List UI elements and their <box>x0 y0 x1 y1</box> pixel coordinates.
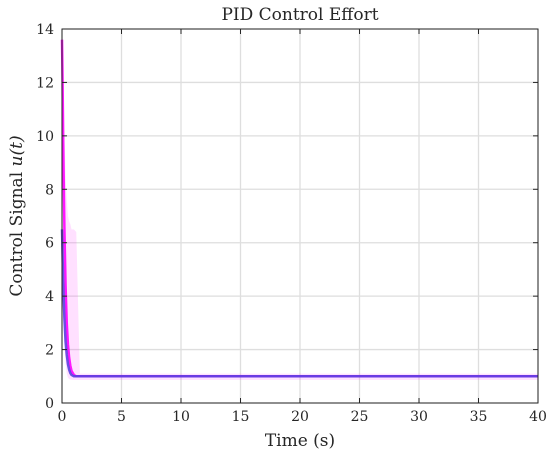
y-axis-label: Control Signal u(t) <box>7 135 27 296</box>
y-tick-label: 4 <box>45 289 54 305</box>
x-tick-label: 5 <box>117 409 126 425</box>
y-tick-label: 8 <box>45 182 54 198</box>
y-tick-label: 10 <box>36 129 54 145</box>
y-tick-label: 2 <box>45 343 54 359</box>
grid <box>61 28 539 404</box>
x-tick-label: 20 <box>291 409 309 425</box>
y-tick-label: 0 <box>45 396 54 412</box>
ticks: 0 5 10 15 20 25 30 35 40 0 2 4 6 8 10 12 14 <box>36 22 547 425</box>
x-axis-label: Time (s) <box>265 431 335 451</box>
x-tick-label: 40 <box>529 409 547 425</box>
x-tick-label: 25 <box>351 409 369 425</box>
y-axis-label-math: u(t) <box>7 135 27 166</box>
y-tick-label: 12 <box>36 75 54 91</box>
y-tick-label: 6 <box>45 236 54 252</box>
y-tick-label: 14 <box>36 22 54 38</box>
y-axis-label-text: Control Signal <box>7 166 27 296</box>
x-tick-label: 15 <box>232 409 250 425</box>
series-2-line <box>60 229 538 378</box>
x-tick-label: 0 <box>58 409 67 425</box>
x-tick-label: 30 <box>410 409 428 425</box>
x-tick-label: 35 <box>470 409 488 425</box>
series-lines <box>60 39 538 378</box>
x-tick-label: 10 <box>172 409 190 425</box>
chart-title: PID Control Effort <box>221 5 378 25</box>
